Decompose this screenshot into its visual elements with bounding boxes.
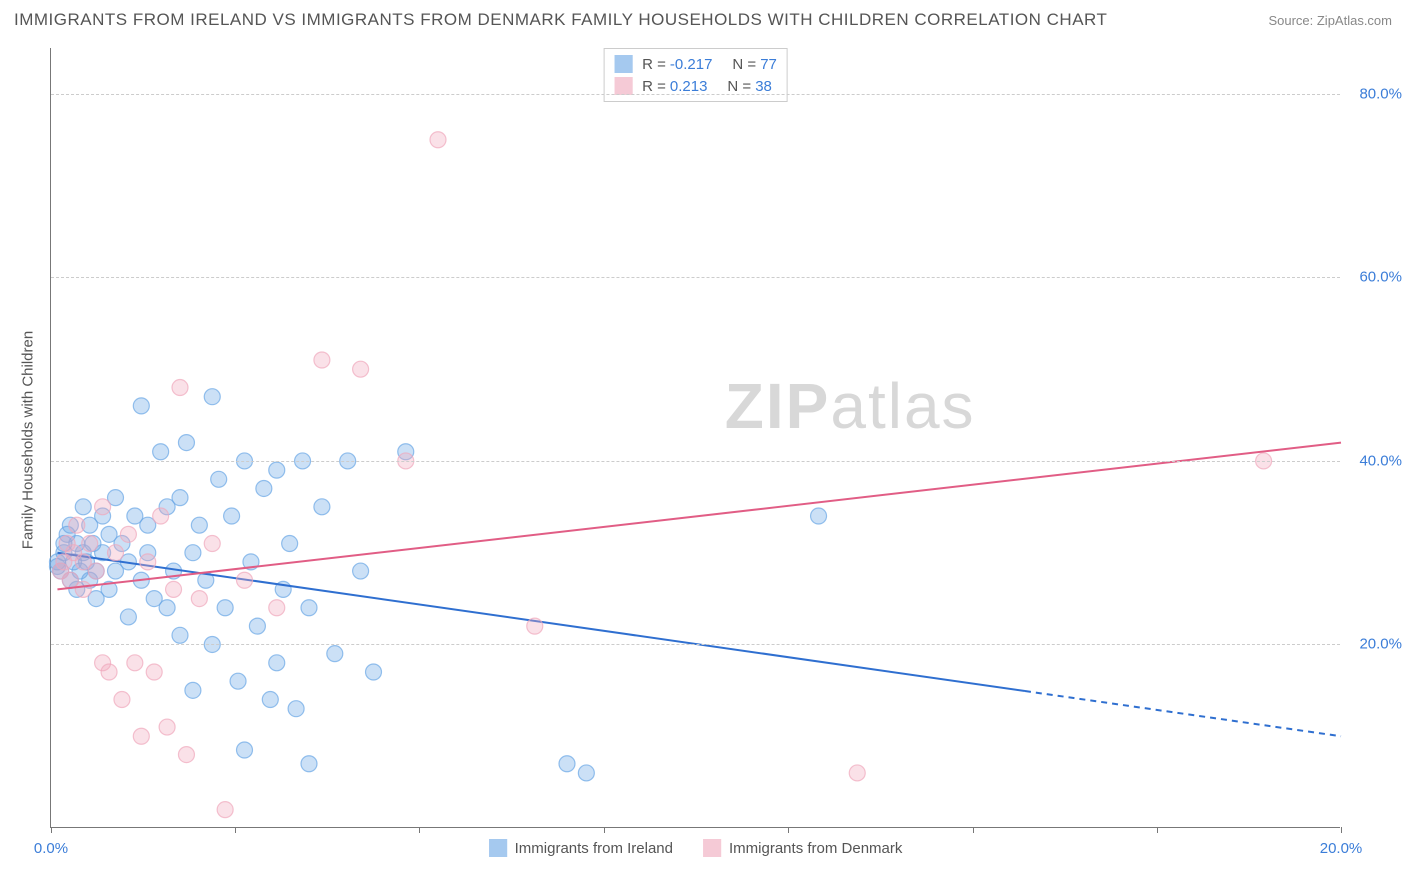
x-tick xyxy=(973,827,974,833)
data-point xyxy=(217,802,233,818)
data-point xyxy=(75,499,91,515)
gridline-h xyxy=(51,94,1340,95)
data-point xyxy=(314,352,330,368)
data-point xyxy=(314,499,330,515)
data-point xyxy=(269,655,285,671)
x-tick-label: 0.0% xyxy=(34,840,68,857)
x-tick xyxy=(604,827,605,833)
data-point xyxy=(237,572,253,588)
data-point xyxy=(146,664,162,680)
gridline-h xyxy=(51,277,1340,278)
data-point xyxy=(249,618,265,634)
x-tick xyxy=(1157,827,1158,833)
x-tick xyxy=(1341,827,1342,833)
data-point xyxy=(114,692,130,708)
data-point xyxy=(262,692,278,708)
data-point xyxy=(204,536,220,552)
data-point xyxy=(133,728,149,744)
data-point xyxy=(353,563,369,579)
legend-item-ireland: Immigrants from Ireland xyxy=(489,839,673,857)
swatch-ireland-icon xyxy=(489,839,507,857)
data-point xyxy=(120,609,136,625)
y-tick-label: 40.0% xyxy=(1347,452,1402,469)
source-attribution: Source: ZipAtlas.com xyxy=(1268,13,1392,28)
data-point xyxy=(211,471,227,487)
data-point xyxy=(191,591,207,607)
data-point xyxy=(849,765,865,781)
data-point xyxy=(153,508,169,524)
data-point xyxy=(88,563,104,579)
y-axis-label: Family Households with Children xyxy=(20,331,37,549)
data-point xyxy=(178,435,194,451)
swatch-ireland xyxy=(614,55,632,73)
data-point xyxy=(172,380,188,396)
data-point xyxy=(172,490,188,506)
data-point xyxy=(127,655,143,671)
data-point xyxy=(69,517,85,533)
data-point xyxy=(153,444,169,460)
data-point xyxy=(120,526,136,542)
data-point xyxy=(430,132,446,148)
x-tick xyxy=(419,827,420,833)
legend-row-ireland: R =-0.217 N =77 xyxy=(614,53,777,75)
plot-area: ZIPatlas R =-0.217 N =77 R =0.213 N =38 … xyxy=(50,48,1340,828)
data-point xyxy=(527,618,543,634)
swatch-denmark xyxy=(614,77,632,95)
data-point xyxy=(301,600,317,616)
data-point xyxy=(256,480,272,496)
data-point xyxy=(327,646,343,662)
data-point xyxy=(140,554,156,570)
data-point xyxy=(191,517,207,533)
data-point xyxy=(159,719,175,735)
data-point xyxy=(353,361,369,377)
data-point xyxy=(269,462,285,478)
data-point xyxy=(159,600,175,616)
data-point xyxy=(811,508,827,524)
data-point xyxy=(101,664,117,680)
data-point xyxy=(230,673,246,689)
data-point xyxy=(559,756,575,772)
trend-line-dashed xyxy=(1025,691,1341,736)
y-tick-label: 60.0% xyxy=(1347,269,1402,286)
data-point xyxy=(82,536,98,552)
data-point xyxy=(75,581,91,597)
x-tick xyxy=(51,827,52,833)
data-point xyxy=(185,545,201,561)
legend-series: Immigrants from Ireland Immigrants from … xyxy=(489,839,903,857)
x-tick-label: 20.0% xyxy=(1320,840,1363,857)
data-point xyxy=(578,765,594,781)
x-tick xyxy=(235,827,236,833)
gridline-h xyxy=(51,644,1340,645)
data-point xyxy=(366,664,382,680)
data-point xyxy=(217,600,233,616)
data-point xyxy=(172,627,188,643)
data-point xyxy=(288,701,304,717)
y-tick-label: 80.0% xyxy=(1347,85,1402,102)
data-point xyxy=(133,398,149,414)
source-link[interactable]: ZipAtlas.com xyxy=(1317,13,1392,28)
legend-item-denmark: Immigrants from Denmark xyxy=(703,839,902,857)
chart-svg xyxy=(51,48,1340,827)
data-point xyxy=(166,581,182,597)
y-tick-label: 20.0% xyxy=(1347,636,1402,653)
data-point xyxy=(282,536,298,552)
gridline-h xyxy=(51,461,1340,462)
data-point xyxy=(301,756,317,772)
x-tick xyxy=(788,827,789,833)
data-point xyxy=(178,747,194,763)
data-point xyxy=(224,508,240,524)
data-point xyxy=(269,600,285,616)
data-point xyxy=(204,389,220,405)
chart-title: IMMIGRANTS FROM IRELAND VS IMMIGRANTS FR… xyxy=(14,10,1107,30)
data-point xyxy=(108,545,124,561)
chart-header: IMMIGRANTS FROM IRELAND VS IMMIGRANTS FR… xyxy=(14,10,1392,30)
swatch-denmark-icon xyxy=(703,839,721,857)
data-point xyxy=(237,742,253,758)
data-point xyxy=(95,499,111,515)
data-point xyxy=(185,682,201,698)
